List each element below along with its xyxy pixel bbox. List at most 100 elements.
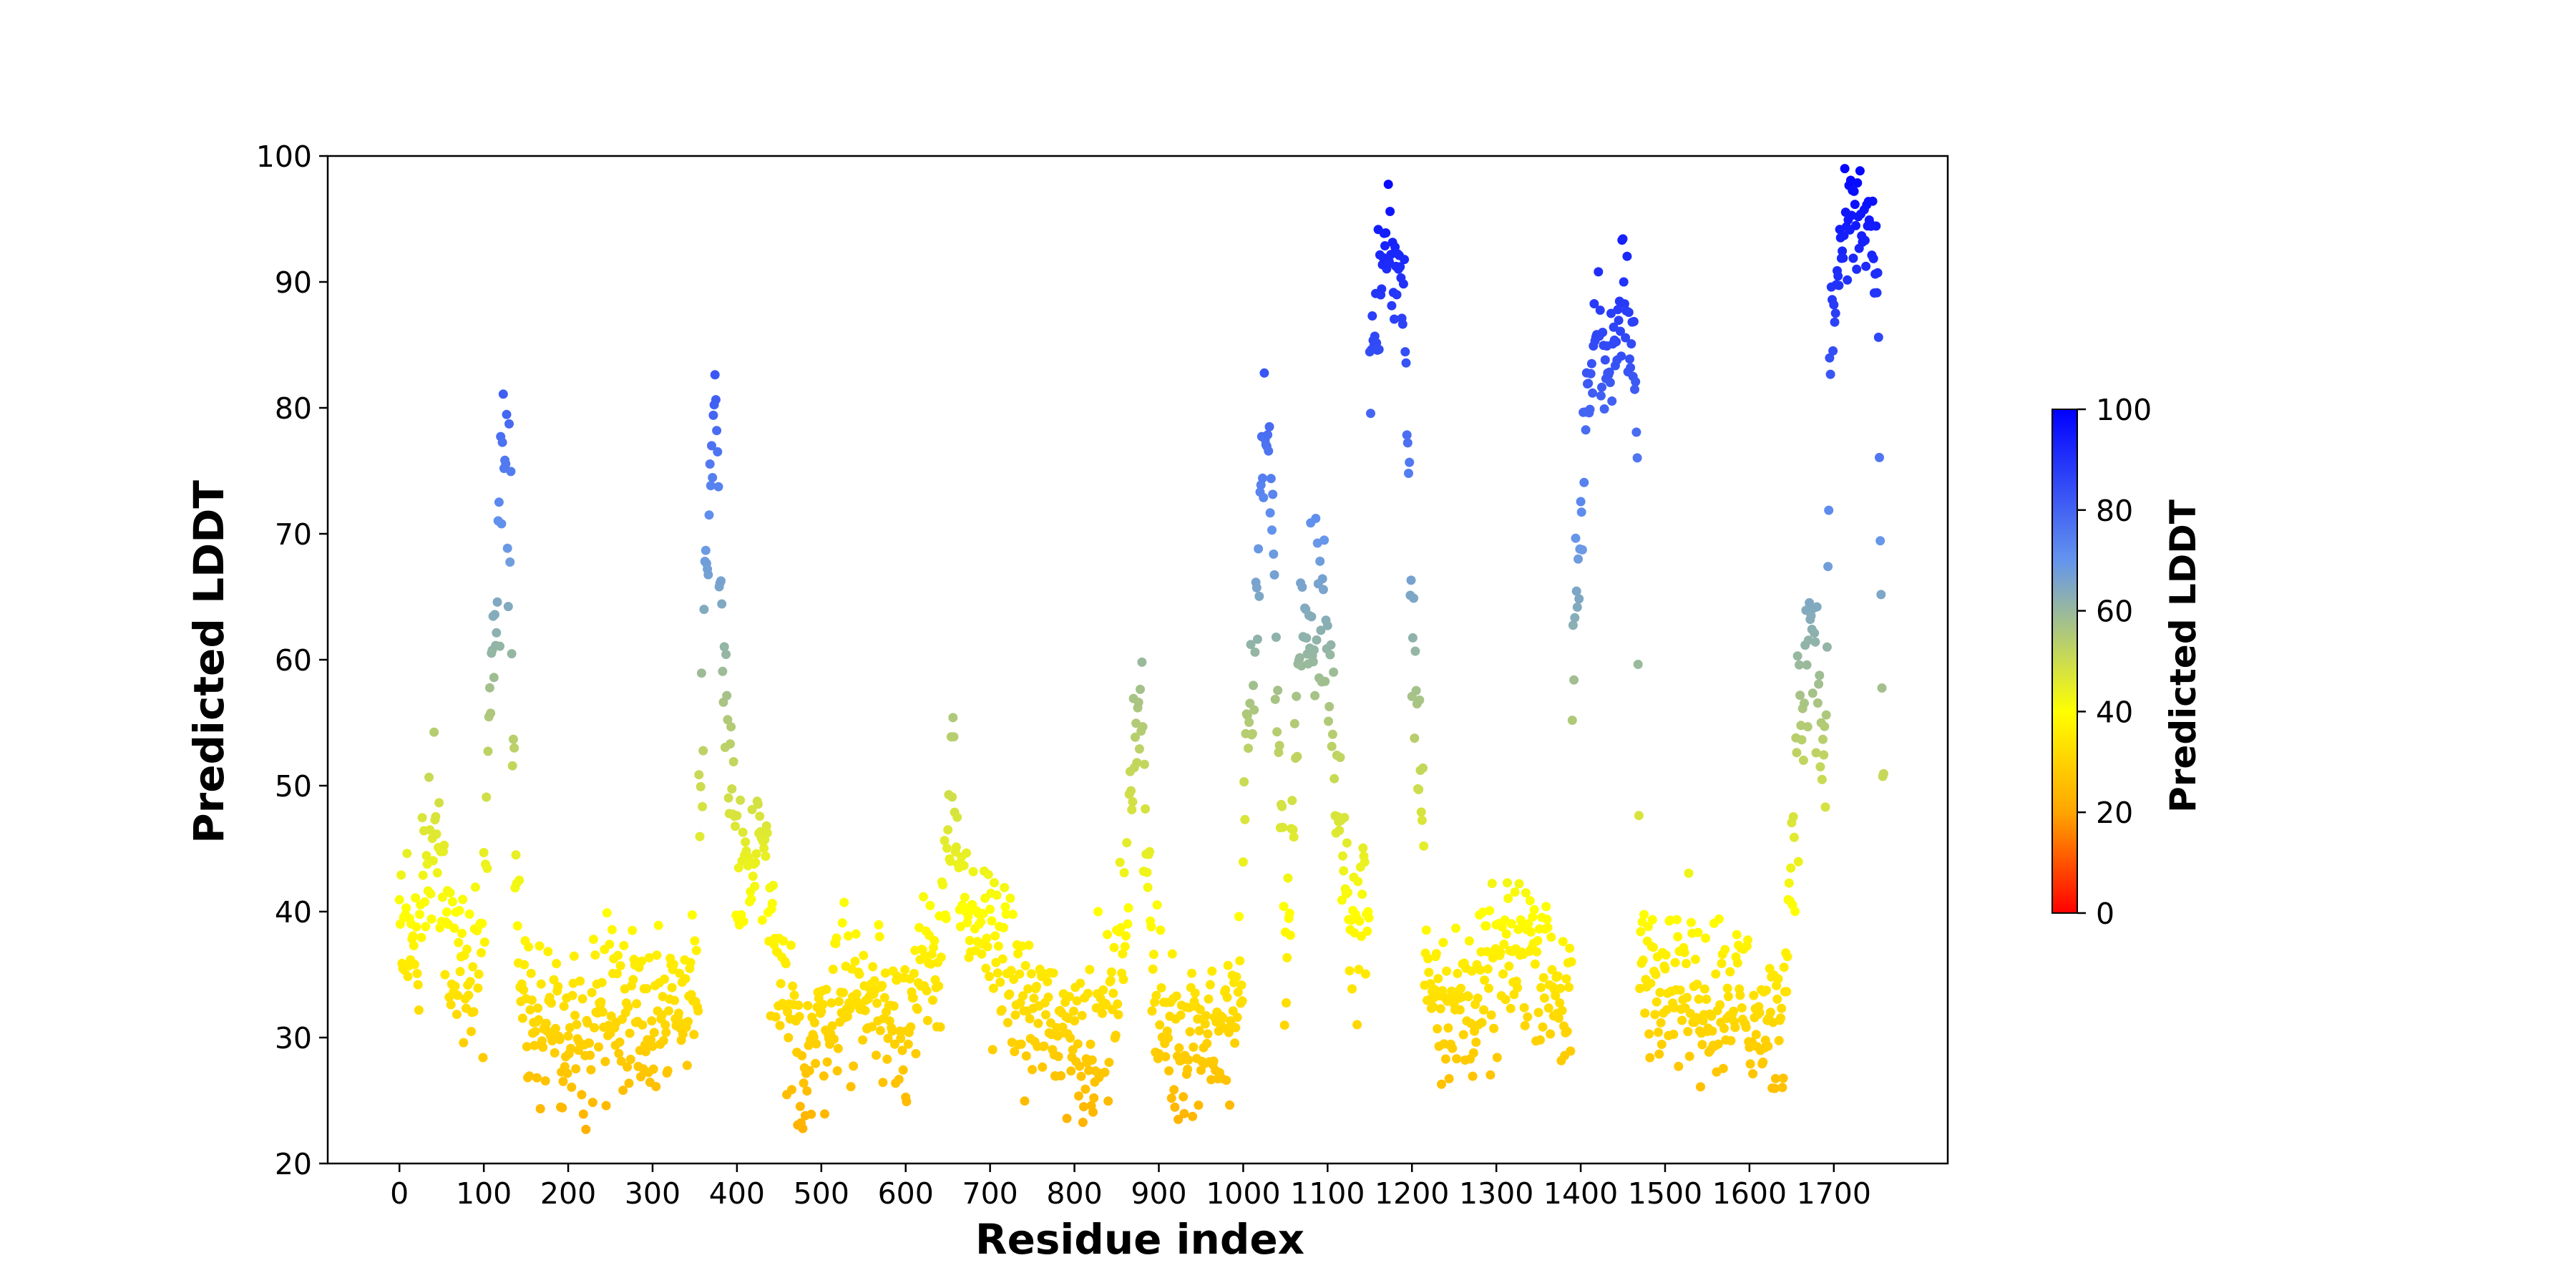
- data-point: [1179, 1092, 1189, 1102]
- data-point: [1797, 735, 1807, 745]
- data-point: [1868, 196, 1878, 206]
- data-point: [1108, 988, 1118, 998]
- data-point: [1428, 1002, 1438, 1012]
- data-point: [562, 1068, 572, 1078]
- data-point: [1498, 969, 1508, 979]
- data-point: [1570, 613, 1580, 623]
- data-point: [453, 990, 463, 1000]
- data-point: [1581, 425, 1591, 435]
- data-point: [1840, 164, 1850, 174]
- data-point: [1861, 261, 1871, 271]
- data-point: [1556, 983, 1566, 993]
- data-point: [949, 732, 959, 742]
- data-point: [1438, 937, 1448, 947]
- data-point: [1132, 758, 1142, 768]
- data-point: [687, 910, 697, 920]
- data-point: [1053, 1052, 1063, 1061]
- data-point: [625, 1055, 635, 1064]
- data-point: [1726, 1035, 1736, 1045]
- data-point: [632, 999, 642, 1009]
- data-point: [1268, 489, 1278, 499]
- data-point: [1254, 591, 1264, 601]
- data-point: [1723, 992, 1733, 1002]
- data-point: [1675, 985, 1685, 995]
- data-point: [827, 1021, 837, 1031]
- data-point: [567, 1082, 577, 1092]
- data-point: [833, 1043, 843, 1053]
- data-point: [1596, 391, 1606, 401]
- data-point: [1523, 919, 1533, 929]
- data-point: [623, 1002, 633, 1012]
- colorbar-tick-label: 60: [2096, 595, 2133, 629]
- data-point: [1352, 1020, 1362, 1030]
- data-point: [1113, 1010, 1123, 1020]
- data-point: [1075, 978, 1085, 988]
- data-point: [667, 982, 677, 992]
- data-point: [978, 909, 988, 919]
- data-point: [1838, 253, 1848, 263]
- data-point: [1730, 1023, 1740, 1033]
- data-point: [1148, 964, 1158, 974]
- data-point: [540, 1076, 550, 1085]
- data-point: [1145, 847, 1154, 857]
- data-point: [470, 882, 480, 892]
- data-point: [1464, 936, 1474, 946]
- data-point: [1683, 1027, 1693, 1037]
- y-tick-label: 40: [275, 895, 312, 930]
- data-point: [1324, 702, 1335, 711]
- data-point: [1401, 358, 1411, 368]
- data-point: [1113, 999, 1123, 1009]
- data-point: [900, 965, 910, 975]
- data-point: [434, 798, 444, 808]
- data-point: [1572, 602, 1582, 612]
- data-point: [872, 998, 882, 1008]
- data-point: [930, 936, 940, 946]
- data-point: [507, 761, 517, 771]
- data-point: [1506, 919, 1516, 929]
- data-point: [1811, 748, 1821, 758]
- data-point: [1259, 368, 1269, 378]
- data-point: [683, 1017, 693, 1027]
- y-tick-label: 20: [275, 1147, 312, 1181]
- data-point: [726, 722, 736, 732]
- data-point: [1319, 535, 1330, 545]
- data-point: [1088, 1107, 1098, 1117]
- data-point: [418, 870, 428, 880]
- data-point: [686, 957, 696, 967]
- data-point: [1010, 1047, 1020, 1057]
- data-point: [1599, 404, 1609, 414]
- data-point: [842, 1012, 852, 1021]
- data-point: [1860, 235, 1870, 245]
- data-point: [563, 1031, 573, 1041]
- data-point: [1103, 1096, 1113, 1106]
- data-point: [498, 389, 508, 399]
- data-point: [1381, 228, 1391, 238]
- data-point: [775, 1020, 785, 1030]
- data-point: [1326, 640, 1336, 650]
- data-point: [1625, 354, 1634, 364]
- data-point: [616, 1056, 626, 1066]
- data-point: [1421, 925, 1431, 935]
- data-point: [502, 409, 512, 419]
- data-point: [577, 994, 587, 1004]
- data-point: [602, 908, 612, 918]
- data-point: [889, 1039, 899, 1049]
- data-point: [1188, 1111, 1198, 1121]
- data-point: [1398, 279, 1408, 289]
- data-point: [1106, 975, 1116, 985]
- data-point: [1749, 990, 1759, 1000]
- data-point: [1152, 900, 1162, 910]
- data-point: [1079, 1102, 1088, 1112]
- data-point: [424, 772, 434, 782]
- data-point: [445, 888, 455, 898]
- data-point: [1492, 1053, 1502, 1063]
- data-point: [1618, 234, 1628, 244]
- data-point: [547, 1036, 557, 1045]
- data-point: [1405, 457, 1415, 467]
- data-point: [1002, 1018, 1013, 1028]
- data-point: [723, 793, 733, 803]
- data-point: [1269, 570, 1279, 580]
- data-point: [846, 1082, 856, 1092]
- data-point: [1496, 947, 1506, 957]
- data-point: [1148, 950, 1158, 960]
